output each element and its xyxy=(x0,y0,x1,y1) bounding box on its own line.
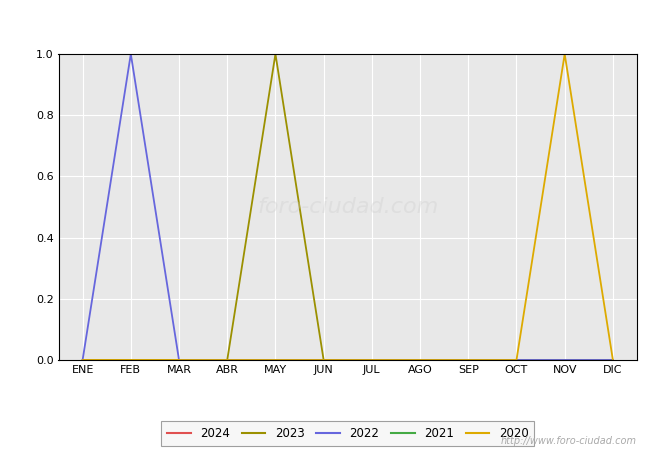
Legend: 2024, 2023, 2022, 2021, 2020: 2024, 2023, 2022, 2021, 2020 xyxy=(161,421,534,446)
Text: Matriculaciones de Vehiculos en Rubiales: Matriculaciones de Vehiculos en Rubiales xyxy=(154,11,496,29)
Text: http://www.foro-ciudad.com: http://www.foro-ciudad.com xyxy=(501,436,637,446)
Text: foro-ciudad.com: foro-ciudad.com xyxy=(257,197,438,217)
